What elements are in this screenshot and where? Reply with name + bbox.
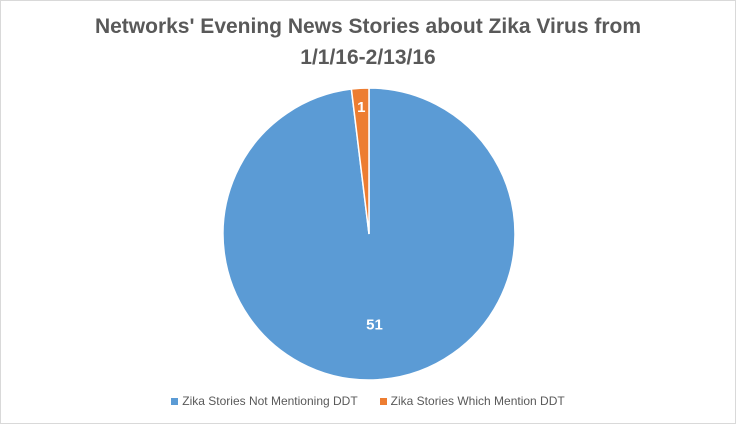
chart-title-line-2: 1/1/16-2/13/16 (300, 46, 436, 69)
pie-slices (222, 87, 516, 381)
legend-swatch-mention (379, 397, 387, 405)
data-label-not-mentioning: 51 (366, 316, 383, 333)
legend-swatch-not-mentioning (171, 397, 179, 405)
chart-title-line-1: Networks' Evening News Stories about Zik… (94, 15, 642, 38)
legend: Zika Stories Not Mentioning DDT Zika Sto… (1, 394, 735, 408)
legend-item-mention: Zika Stories Which Mention DDT (379, 394, 565, 408)
pie-slice-mention (350, 87, 370, 235)
legend-label-not-mentioning: Zika Stories Not Mentioning DDT (182, 394, 358, 408)
legend-item-not-mentioning: Zika Stories Not Mentioning DDT (171, 394, 358, 408)
chart-title: Networks' Evening News Stories about Zik… (1, 11, 735, 73)
data-label-mention: 1 (357, 99, 365, 116)
pie-data-labels: 51 1 (357, 99, 383, 333)
legend-label-mention: Zika Stories Which Mention DDT (390, 394, 565, 408)
